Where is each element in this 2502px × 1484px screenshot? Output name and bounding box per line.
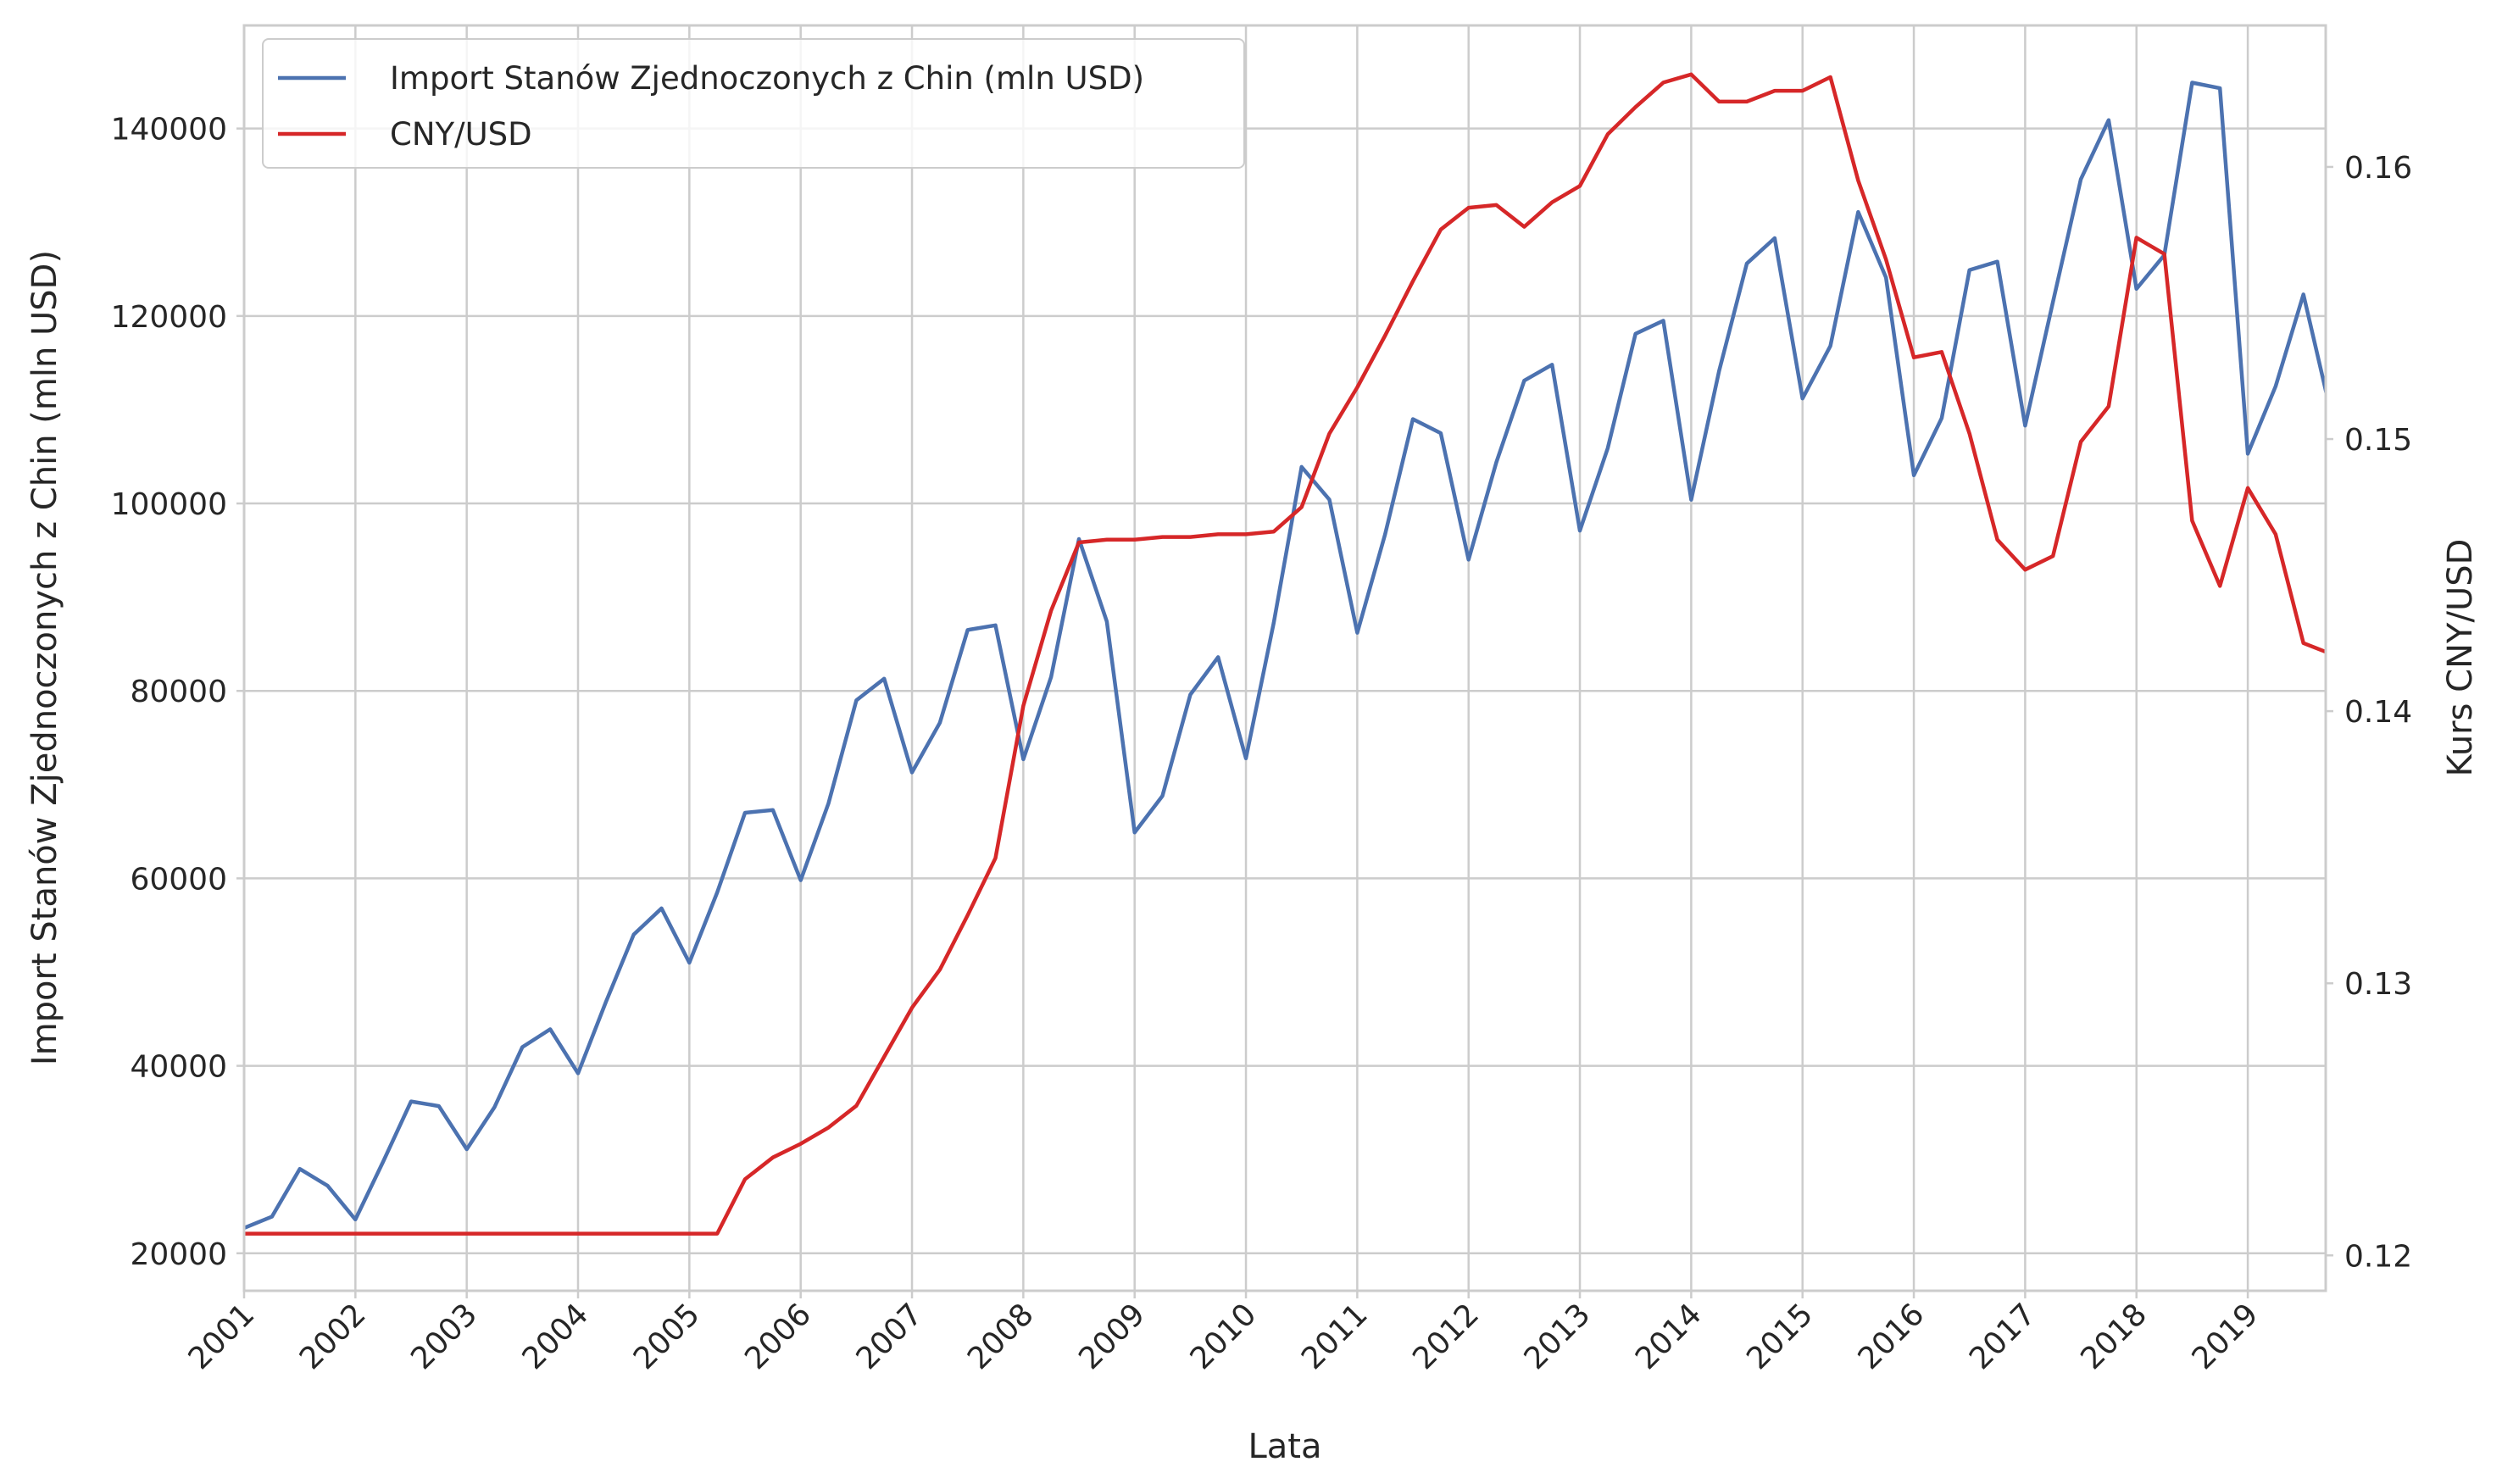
y-tick-label: 140000: [111, 113, 227, 147]
y-tick-label: 20000: [130, 1237, 227, 1272]
plot-frame: [242, 24, 2327, 1292]
import-series: [244, 81, 2326, 1231]
y-tick-label: 40000: [130, 1050, 227, 1085]
legend-box: [262, 38, 1245, 169]
import-line: [244, 81, 2326, 1231]
y2-tick-label: 0.15: [2344, 423, 2412, 458]
cny-usd-line: [244, 72, 2326, 1236]
y-tick-label: 80000: [130, 675, 227, 709]
y2-axis-ticks: 0.12 0.13 0.14 0.15 0.16: [2326, 151, 2412, 1274]
legend-label-import: Import Stanów Zjednoczonych z Chin (mln …: [390, 60, 1144, 97]
x-axis-label: Lata: [1248, 1427, 1322, 1466]
y-axis-ticks: 20000 40000 60000 80000 100000 120000 140000: [111, 113, 244, 1272]
legend-label-cny-usd: CNY/USD: [390, 116, 532, 153]
y-tick-label: 60000: [130, 862, 227, 897]
y-axis-label: Import Stanów Zjednoczonych z Chin (mln …: [25, 250, 64, 1065]
y2-tick-label: 0.16: [2344, 151, 2412, 186]
y-tick-label: 100000: [111, 487, 227, 522]
y2-tick-label: 0.14: [2344, 695, 2412, 730]
y-tick-label: 120000: [111, 300, 227, 335]
y2-tick-label: 0.12: [2344, 1239, 2412, 1274]
y2-tick-label: 0.13: [2344, 967, 2412, 1002]
cny-usd-series: [244, 72, 2326, 1236]
legend: Import Stanów Zjednoczonych z Chin (mln …: [262, 38, 1245, 169]
y2-axis-label: Kurs CNY/USD: [2441, 539, 2480, 777]
grid-lines: [242, 25, 2326, 1291]
